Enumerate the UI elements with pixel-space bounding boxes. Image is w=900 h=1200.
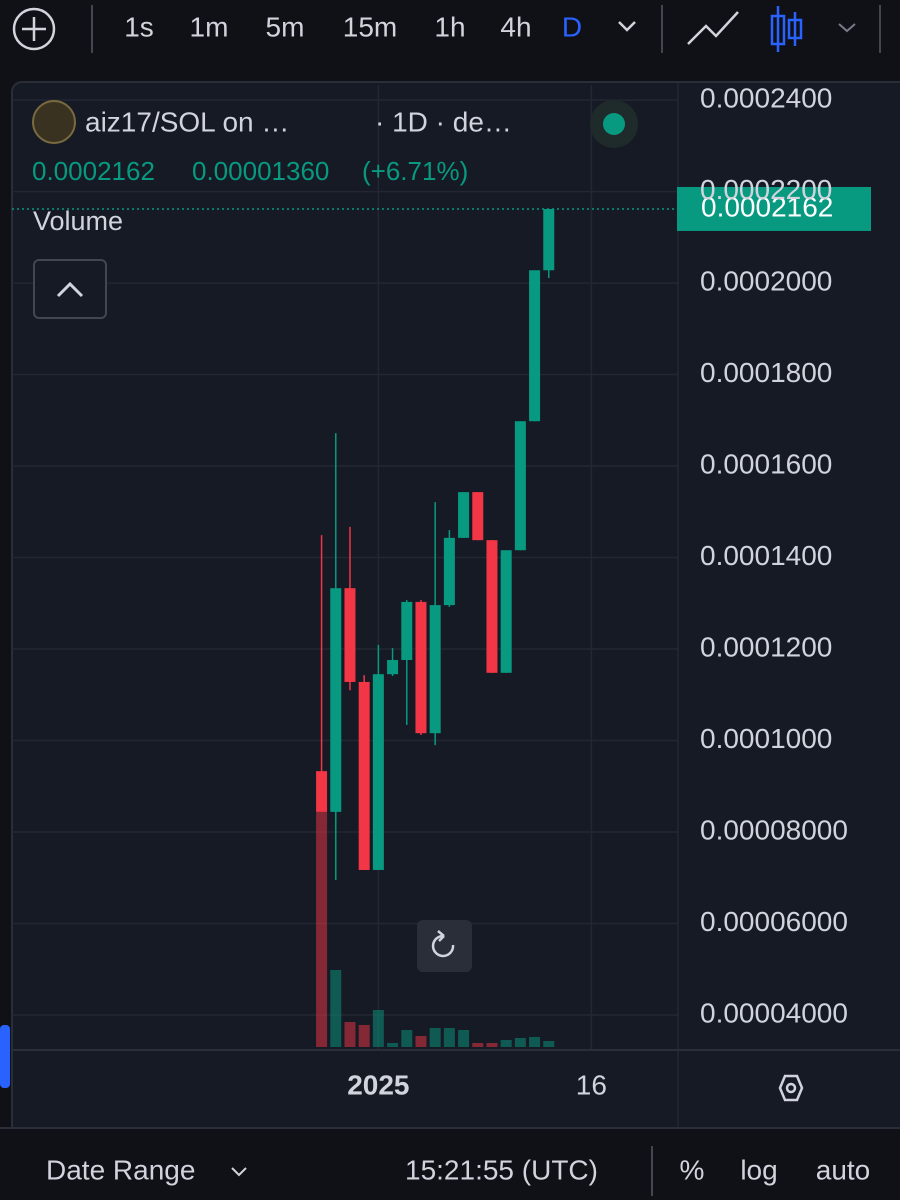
volume-bar bbox=[316, 812, 328, 1047]
candle-body bbox=[316, 771, 328, 812]
candle-body bbox=[486, 540, 498, 673]
y-tick-label: 0.0001200 bbox=[700, 631, 832, 662]
candle-icon[interactable] bbox=[770, 6, 803, 52]
candle-body bbox=[387, 660, 399, 675]
volume-bar bbox=[514, 1038, 526, 1047]
candle-body bbox=[472, 492, 484, 541]
y-tick-label: 0.0001600 bbox=[700, 448, 832, 479]
collapse-icon bbox=[56, 281, 84, 298]
interval-button[interactable]: 15m bbox=[343, 11, 397, 42]
price-tag-label: 0.0002162 bbox=[701, 191, 833, 222]
y-tick-label: 0.00006000 bbox=[700, 906, 848, 937]
percent-toggle[interactable]: % bbox=[680, 1154, 705, 1185]
add-icon-plus bbox=[22, 17, 46, 41]
volume-bar bbox=[387, 1043, 399, 1047]
clock: 15:21:55 (UTC) bbox=[405, 1154, 598, 1185]
volume-bar bbox=[358, 1025, 370, 1047]
volume-bar bbox=[415, 1036, 427, 1047]
y-tick-label: 0.0002200 bbox=[700, 174, 832, 205]
y-tick-label: 0.00008000 bbox=[700, 814, 848, 845]
candle-body bbox=[415, 601, 427, 734]
y-tick-label: 0.0001000 bbox=[700, 723, 832, 754]
symbol[interactable]: aiz17/SOL on … bbox=[85, 106, 289, 137]
volume-bar bbox=[401, 1030, 413, 1047]
side-tab[interactable] bbox=[0, 1025, 10, 1088]
date-range-dropdown bbox=[231, 1167, 247, 1177]
interval-button[interactable]: 1h bbox=[434, 11, 465, 42]
candle-body bbox=[401, 601, 413, 661]
volume-bar bbox=[344, 1022, 356, 1047]
candle-body bbox=[358, 681, 370, 870]
candle-body bbox=[529, 270, 541, 422]
line-chart-icon[interactable] bbox=[687, 11, 739, 45]
interval-button[interactable]: 1s bbox=[124, 11, 154, 42]
volume-bar bbox=[429, 1028, 441, 1047]
footer bbox=[0, 1128, 900, 1200]
settings-icon[interactable] bbox=[778, 1074, 804, 1102]
candle-body bbox=[500, 550, 512, 673]
volume-bar bbox=[443, 1028, 455, 1047]
candle-body bbox=[429, 605, 441, 734]
volume-bar bbox=[543, 1041, 555, 1047]
interval: · 1D · de… bbox=[375, 106, 512, 137]
candle-body bbox=[514, 421, 526, 551]
interval-button[interactable]: 5m bbox=[266, 11, 305, 42]
auto-toggle[interactable]: auto bbox=[816, 1154, 871, 1185]
candle-body bbox=[330, 588, 342, 812]
reset-icon bbox=[431, 930, 455, 958]
volume-bar bbox=[529, 1037, 541, 1047]
candle-body bbox=[443, 537, 455, 606]
volume-bar bbox=[486, 1043, 498, 1047]
toolbar: 1s 1m 5m 15m 1h 4h D bbox=[12, 5, 881, 53]
status-dot bbox=[603, 113, 625, 135]
candle-body bbox=[372, 674, 384, 870]
volume-bar bbox=[372, 1010, 384, 1047]
price-change: 0.00001360 bbox=[192, 156, 329, 186]
y-tick-label: 0.0002000 bbox=[700, 265, 832, 296]
interval-dropdown[interactable] bbox=[618, 21, 636, 32]
interval-button[interactable]: 1m bbox=[190, 11, 229, 42]
settings-icon-center bbox=[785, 1082, 797, 1094]
y-tick-label: 0.00004000 bbox=[700, 997, 848, 1028]
chart-type-dropdown[interactable] bbox=[838, 23, 856, 33]
reset-button[interactable] bbox=[417, 920, 472, 972]
x-tick-label: 2025 bbox=[347, 1069, 409, 1100]
price-tag-box bbox=[677, 186, 871, 231]
candle-body bbox=[543, 208, 555, 271]
x-tick-label: 16 bbox=[576, 1069, 607, 1100]
legend: aiz17/SOL on … · 1D · de… 0.0002162 0.00… bbox=[32, 100, 638, 319]
log-toggle[interactable]: log bbox=[740, 1154, 777, 1185]
price-tag: 0.0002162 bbox=[677, 186, 871, 231]
volume-bar bbox=[472, 1043, 484, 1047]
add-icon[interactable] bbox=[12, 7, 56, 51]
last-price: 0.0002162 bbox=[32, 156, 155, 186]
plot-area bbox=[12, 85, 678, 1050]
volume-bar bbox=[458, 1030, 470, 1047]
volume-label: Volume bbox=[33, 206, 123, 236]
y-tick-label: 0.0002400 bbox=[700, 82, 832, 113]
candle-body bbox=[458, 492, 470, 538]
candle-body bbox=[344, 588, 356, 682]
percent-change: (+6.71%) bbox=[362, 156, 468, 186]
interval-button[interactable]: D bbox=[562, 11, 582, 42]
collapse-button[interactable] bbox=[33, 259, 107, 319]
date-range[interactable]: Date Range bbox=[46, 1154, 195, 1185]
y-tick-label: 0.0001400 bbox=[700, 540, 832, 571]
volume-bar bbox=[500, 1040, 512, 1047]
y-tick-label: 0.0001800 bbox=[700, 357, 832, 388]
interval-button[interactable]: 4h bbox=[500, 11, 531, 42]
token-icon bbox=[32, 100, 76, 144]
volume-bar bbox=[330, 970, 342, 1047]
